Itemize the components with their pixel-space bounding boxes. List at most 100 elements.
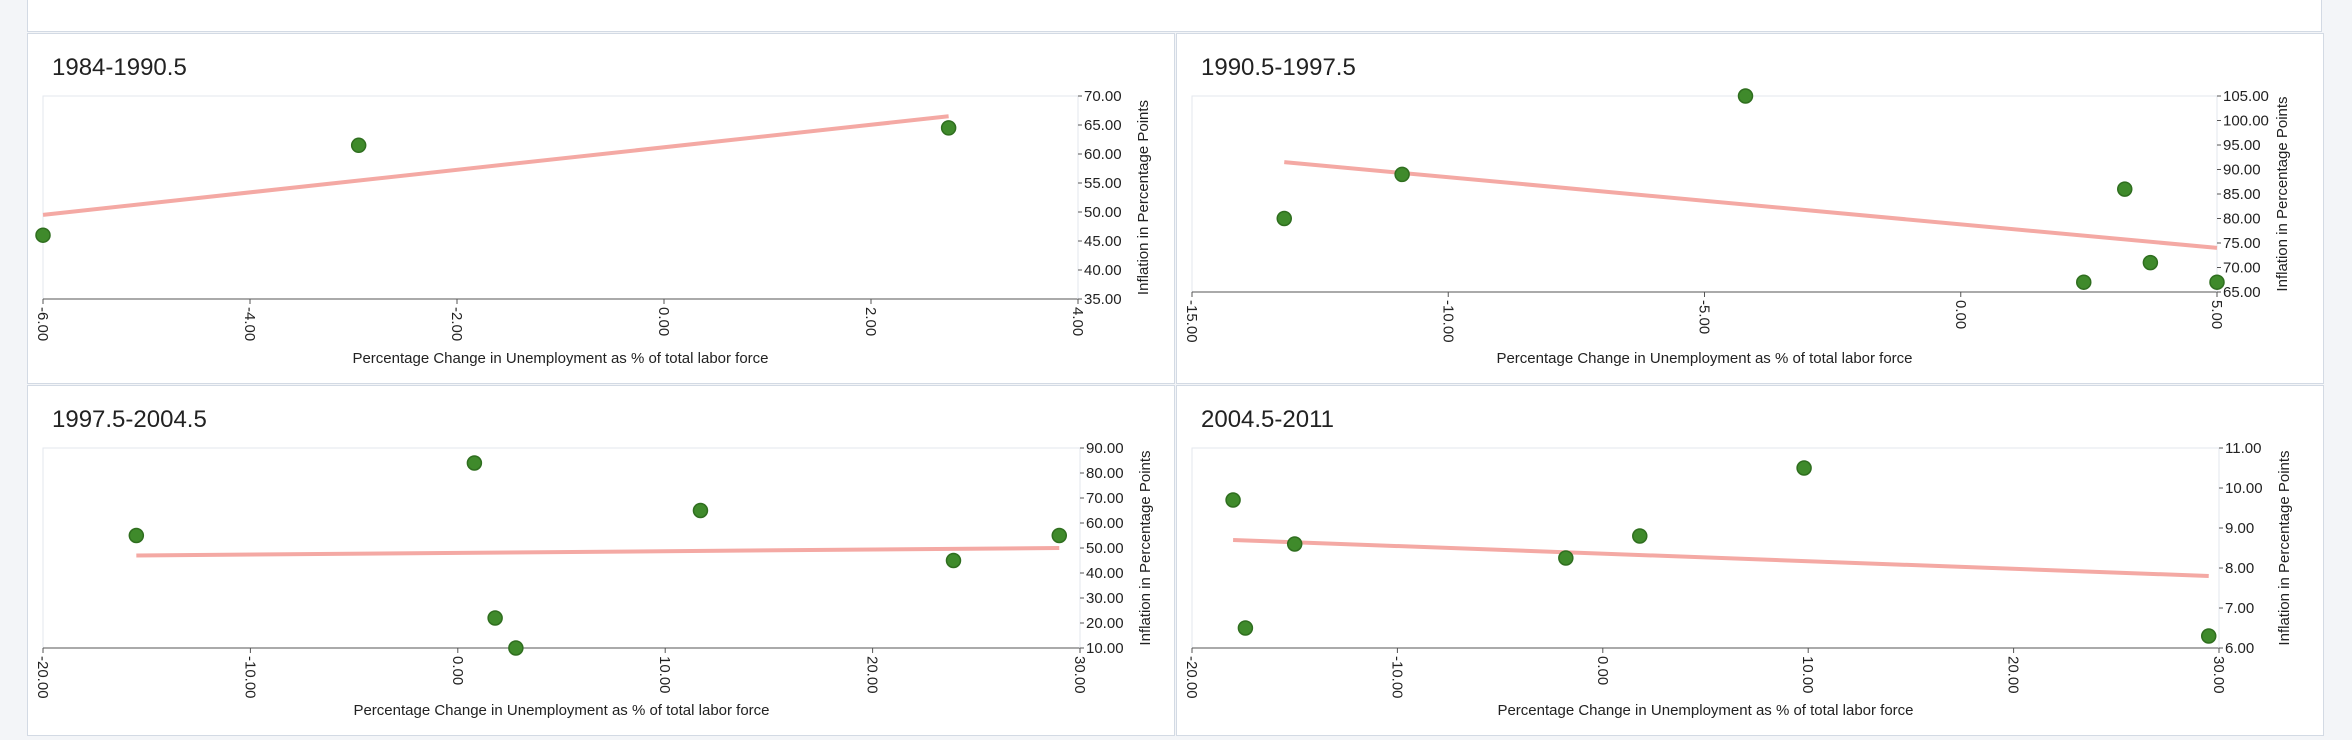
x-tick-label: -20.00 [1183, 656, 1200, 699]
scatter-chart-2004-2011[interactable]: -20.00 -10.00 0.00 10.00 20.00 30.006.00 7.00 8… [1177, 386, 2325, 737]
data-point[interactable] [2200, 628, 2217, 644]
chart-panel-1997-2004: 1997.5-2004.5 -20.00 -10.00 0.00 10.00 20.00… [27, 385, 1175, 736]
y-tick-label: 6.00 [2225, 640, 2254, 657]
data-point[interactable] [35, 227, 51, 243]
trend-line [1233, 538, 2209, 578]
y-tick-label: 40.00 [1086, 565, 1124, 582]
y-axis-label: Inflation in Percentage Points [2276, 450, 2293, 645]
data-point[interactable] [1286, 536, 1303, 552]
y-tick-label: 40.00 [1084, 262, 1122, 279]
y-tick-label: 70.00 [1086, 490, 1124, 507]
chart-title: 2004.5-2011 [1201, 406, 1335, 433]
y-tick-label: 105.00 [2223, 88, 2269, 105]
data-point[interactable] [1394, 166, 1410, 183]
data-point[interactable] [2117, 181, 2133, 197]
x-tick-label: 2.00 [862, 307, 879, 336]
data-point[interactable] [2076, 274, 2092, 290]
x-tick-label: 0.00 [449, 656, 466, 685]
x-tick-label: -15.00 [1183, 300, 1200, 343]
data-point[interactable] [2142, 254, 2159, 271]
data-point[interactable] [940, 120, 957, 136]
chart-title: 1990.5-1997.5 [1201, 54, 1356, 81]
data-point[interactable] [508, 640, 524, 656]
y-tick-label: 80.00 [2223, 211, 2261, 228]
chart-panel-1984-1990: 1984-1990.5 -6.00 -4.00 -2.00 0.00 2.00 4.00 3… [27, 33, 1175, 384]
y-tick-label: 7.00 [2225, 600, 2254, 617]
y-tick-label: 60.00 [1084, 146, 1122, 163]
data-point[interactable] [1737, 88, 1754, 104]
x-tick-label: -6.00 [34, 307, 51, 341]
x-tick-label: -20.00 [34, 656, 51, 699]
data-point[interactable] [128, 527, 145, 544]
data-point[interactable] [1558, 550, 1574, 566]
y-tick-label: 85.00 [2223, 186, 2261, 203]
y-tick-label: 90.00 [1086, 440, 1124, 457]
y-tick-label: 70.00 [1084, 88, 1122, 105]
x-tick-label: 0.00 [1594, 656, 1611, 685]
top-strip [27, 0, 2322, 32]
data-point[interactable] [1276, 210, 1292, 227]
y-tick-label: 95.00 [2223, 137, 2261, 154]
x-tick-label: -10.00 [1388, 656, 1405, 699]
x-tick-label: 0.00 [655, 307, 672, 336]
y-tick-label: 8.00 [2225, 560, 2254, 577]
y-tick-label: 65.00 [2223, 284, 2261, 301]
x-axis-label: Percentage Change in Unemployment as % o… [353, 702, 769, 719]
y-tick-label: 80.00 [1086, 465, 1124, 482]
x-tick-label: -10.00 [1439, 300, 1456, 343]
x-tick-label: -2.00 [448, 307, 465, 341]
data-point[interactable] [945, 552, 962, 569]
x-tick-label: 30.00 [2210, 656, 2227, 694]
y-tick-label: 11.00 [2225, 440, 2261, 457]
x-tick-label: 10.00 [1799, 656, 1816, 694]
y-tick-label: 65.00 [1084, 117, 1122, 134]
data-point[interactable] [1237, 620, 1254, 636]
trend-line [136, 546, 1060, 558]
y-tick-label: 100.00 [2223, 113, 2269, 130]
x-tick-label: 10.00 [656, 656, 673, 694]
trend-line [1284, 160, 2218, 250]
chart-panel-1990-1997: 1990.5-1997.5 -15.00 -10.00 -5.00 0.00 5.00 6… [1176, 33, 2324, 384]
data-point[interactable] [1632, 528, 1648, 544]
x-axis-label: Percentage Change in Unemployment as % o… [1496, 350, 1912, 367]
data-point[interactable] [1225, 492, 1241, 508]
chart-title: 1997.5-2004.5 [52, 406, 207, 433]
y-tick-label: 45.00 [1084, 233, 1122, 250]
data-point[interactable] [1051, 527, 1068, 544]
x-axis-label: Percentage Change in Unemployment as % o… [352, 350, 768, 367]
chart-panel-2004-2011: 2004.5-2011 -20.00 -10.00 0.00 10.00 20.00 30… [1176, 385, 2324, 736]
scatter-chart-1997-2004[interactable]: -20.00 -10.00 0.00 10.00 20.00 30.0010.0020.0… [28, 386, 1176, 737]
x-tick-label: -10.00 [241, 656, 258, 699]
x-tick-label: 5.00 [2208, 300, 2225, 329]
y-tick-label: 70.00 [2223, 260, 2261, 277]
x-tick-label: 0.00 [1952, 300, 1969, 329]
trend-line [42, 114, 949, 217]
y-tick-label: 9.00 [2225, 520, 2254, 537]
y-tick-label: 50.00 [1086, 540, 1124, 557]
plot-area [1191, 95, 2218, 293]
y-tick-label: 50.00 [1084, 204, 1122, 221]
x-tick-label: 20.00 [864, 656, 881, 694]
y-tick-label: 35.00 [1084, 291, 1122, 308]
data-point[interactable] [2209, 274, 2225, 290]
x-tick-label: -5.00 [1696, 300, 1713, 334]
data-point[interactable] [466, 455, 483, 471]
y-tick-label: 55.00 [1084, 175, 1122, 192]
data-point[interactable] [1796, 460, 1812, 476]
data-point[interactable] [487, 610, 503, 626]
y-tick-label: 75.00 [2223, 235, 2261, 252]
x-tick-label: -4.00 [241, 307, 258, 341]
y-axis-label: Inflation in Percentage Points [1135, 100, 1152, 295]
y-tick-label: 20.00 [1086, 615, 1124, 632]
data-point[interactable] [692, 502, 709, 519]
x-tick-label: 20.00 [2005, 656, 2022, 694]
chart-title: 1984-1990.5 [52, 54, 187, 81]
data-point[interactable] [350, 137, 367, 154]
y-axis-label: Inflation in Percentage Points [2274, 96, 2291, 291]
y-axis-label: Inflation in Percentage Points [1137, 450, 1154, 645]
y-tick-label: 10.00 [2225, 480, 2263, 497]
x-tick-label: 30.00 [1071, 656, 1088, 694]
